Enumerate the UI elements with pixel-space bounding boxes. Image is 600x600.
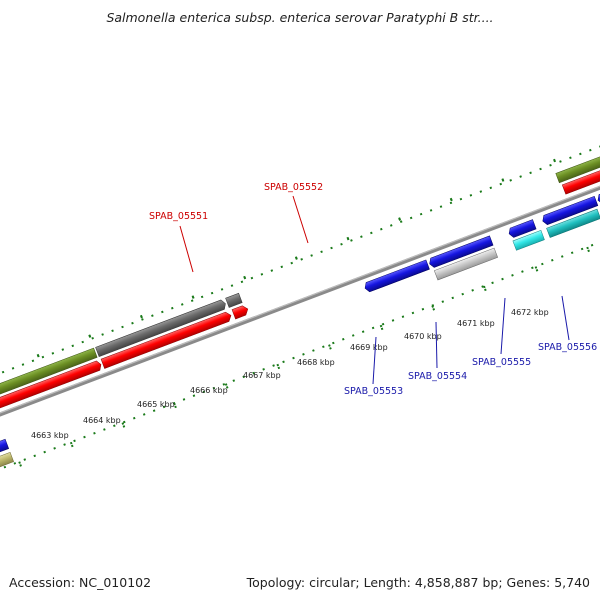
scale-labels: 4663 kbp 4664 kbp 4665 kbp 4666 kbp 4667… [31, 308, 549, 440]
scale-label: 4668 kbp [297, 358, 335, 367]
gene-labels: SPAB_05551 SPAB_05552 SPAB_05553 SPAB_05… [149, 182, 597, 397]
accession-label: Accession: NC_010102 [9, 575, 152, 590]
inner-major-ticks [0, 207, 600, 484]
callout-line-05553 [372, 336, 377, 385]
gene-spab-05555[interactable] [512, 230, 545, 251]
gene-label-05552[interactable]: SPAB_05552 [264, 182, 323, 193]
scale-label: 4665 kbp [137, 400, 175, 409]
backbone [0, 164, 600, 452]
scale-label: 4663 kbp [31, 431, 69, 440]
gene-red-fwd-4[interactable] [561, 165, 600, 195]
gene-label-05554[interactable]: SPAB_05554 [408, 371, 467, 382]
gene-blue-small-right[interactable] [596, 192, 600, 205]
gene-spab-05554-top[interactable] [428, 235, 494, 269]
scale-label: 4671 kbp [457, 319, 495, 328]
scale-label: 4670 kbp [404, 332, 442, 341]
gene-label-05555[interactable]: SPAB_05555 [472, 357, 531, 368]
gene-olive-fwd[interactable] [0, 347, 98, 401]
callout-lines [179, 195, 570, 385]
callout-line-05556 [561, 295, 570, 341]
scale-label: 4667 kbp [243, 371, 281, 380]
gene-label-05556[interactable]: SPAB_05556 [538, 342, 597, 353]
scale-label: 4666 kbp [190, 386, 228, 395]
gene-label-05553[interactable]: SPAB_05553 [344, 386, 403, 397]
gene-spab-05556[interactable] [546, 208, 600, 238]
callout-line-05554 [435, 321, 438, 369]
genome-summary: Topology: circular; Length: 4,858,887 bp… [246, 575, 590, 590]
scale-label: 4669 kbp [350, 343, 388, 352]
gene-label-05551[interactable]: SPAB_05551 [149, 211, 208, 222]
outer-major-ticks-top [0, 119, 600, 396]
callout-line-05555 [500, 297, 506, 355]
outer-tick-ring [0, 119, 600, 408]
gene-spab-05555-top[interactable] [507, 219, 537, 239]
backbone-highlight [0, 164, 600, 449]
map-title: Salmonella enterica subsp. enterica sero… [106, 10, 494, 25]
gene-spab-05554[interactable] [433, 247, 499, 281]
gene-spab-05552[interactable] [225, 292, 243, 308]
inner-tick-ring [0, 206, 600, 491]
reverse-strand [0, 192, 600, 468]
gene-spab-05553[interactable] [363, 259, 430, 293]
gene-olive-right[interactable] [555, 153, 600, 184]
inner-major-ticks-low [0, 210, 600, 487]
gene-red-fwd-2[interactable] [100, 311, 233, 369]
callout-line-05551 [179, 225, 194, 273]
scale-label: 4664 kbp [83, 416, 121, 425]
gene-spab-05551[interactable] [95, 299, 228, 358]
forward-strand [0, 153, 600, 401]
callout-line-05552 [292, 195, 309, 244]
forward-strand-red [0, 165, 600, 413]
gene-khaki-left[interactable] [0, 451, 14, 468]
inner-minor-ticks [0, 206, 600, 491]
gene-red-fwd-1[interactable] [0, 360, 103, 413]
gene-blue-left[interactable] [0, 438, 10, 455]
track-group [0, 119, 600, 491]
scale-label: 4672 kbp [511, 308, 549, 317]
gene-spab-05556-top[interactable] [541, 195, 599, 226]
gene-red-fwd-3[interactable] [231, 304, 250, 320]
